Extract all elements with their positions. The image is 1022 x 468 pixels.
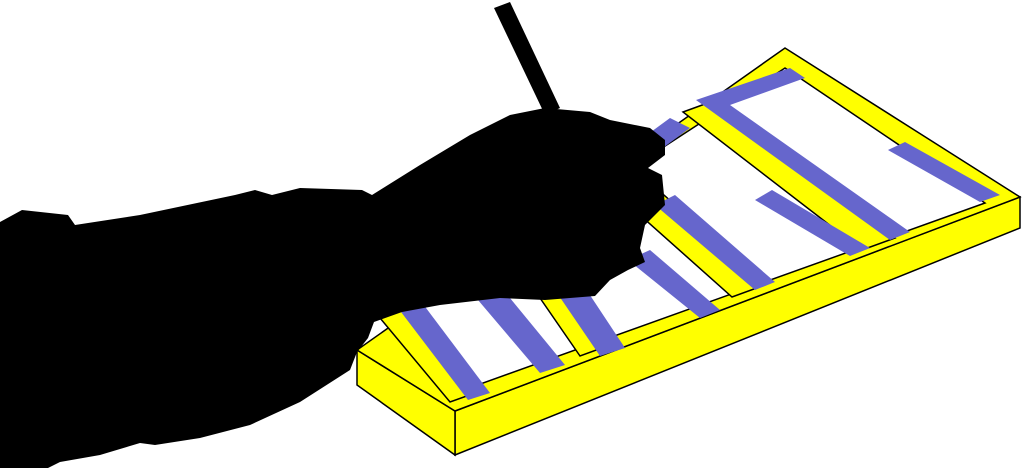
paper-stripe bbox=[696, 68, 910, 240]
paper-stripe bbox=[398, 300, 490, 400]
paper-stripe bbox=[755, 190, 870, 256]
paper-stripe bbox=[628, 250, 720, 318]
arm-silhouette bbox=[0, 108, 665, 468]
paper-stripe bbox=[888, 142, 1000, 202]
paper-stripe bbox=[555, 280, 625, 356]
paper-stripe bbox=[655, 195, 775, 290]
paper-stripe bbox=[478, 292, 565, 373]
pen bbox=[494, 2, 560, 115]
